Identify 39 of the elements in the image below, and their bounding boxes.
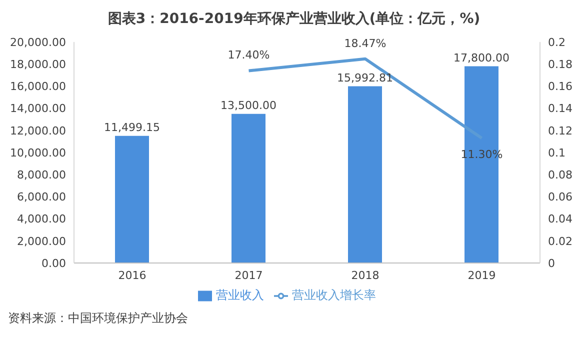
legend-label: 营业收入增长率 [292,288,376,302]
y2-tick-label: 0 [548,256,555,270]
y-tick-label: 12,000.00 [10,124,66,138]
y2-tick-label: 0.16 [548,80,572,94]
data-label: 18.47% [344,36,386,50]
y-tick-label: 18,000.00 [10,58,66,72]
text: 资料来源：中国环境保护产业协会 [8,310,189,327]
data-label: 15,992.81 [337,71,393,84]
y2-tick-label: 0.2 [548,36,566,49]
x-tick-label: 2018 [351,268,380,282]
y-tick-label: 6,000.00 [17,190,66,204]
y2-tick-label: 0.08 [548,168,572,182]
bar [115,136,149,263]
y-tick-label: 0.00 [42,256,66,270]
data-label: 11,499.15 [104,120,160,134]
y2-tick-label: 0.14 [548,102,572,116]
chart-title: 图表3：2016-2019年环保产业营业收入(单位：亿元，%) [106,10,482,29]
y2-tick-label: 0.06 [548,190,572,204]
legend-label: 营业收入 [216,288,264,302]
x-tick-label: 2019 [468,268,496,282]
x-tick-label: 2017 [234,268,263,282]
bar [232,114,266,263]
y-tick-label: 10,000.00 [10,146,66,160]
y2-tick-label: 0.02 [548,234,572,248]
y2-tick-label: 0.18 [548,58,572,72]
y2-tick-label: 0.04 [548,212,572,226]
y-tick-label: 4,000.00 [17,212,66,226]
bar [348,86,382,263]
y2-tick-label: 0.12 [548,124,572,138]
data-label: 17,800.00 [454,51,510,64]
data-label: 13,500.00 [220,98,276,112]
y-tick-label: 20,000.00 [10,36,66,49]
y-tick-label: 2,000.00 [17,234,66,248]
x-tick-label: 2016 [118,268,146,282]
y-tick-label: 14,000.00 [10,102,66,116]
y2-tick-label: 0.1 [548,146,566,160]
y-tick-label: 8,000.00 [17,168,66,182]
y-tick-label: 16,000.00 [10,80,66,94]
data-label: 17.40% [228,48,270,62]
